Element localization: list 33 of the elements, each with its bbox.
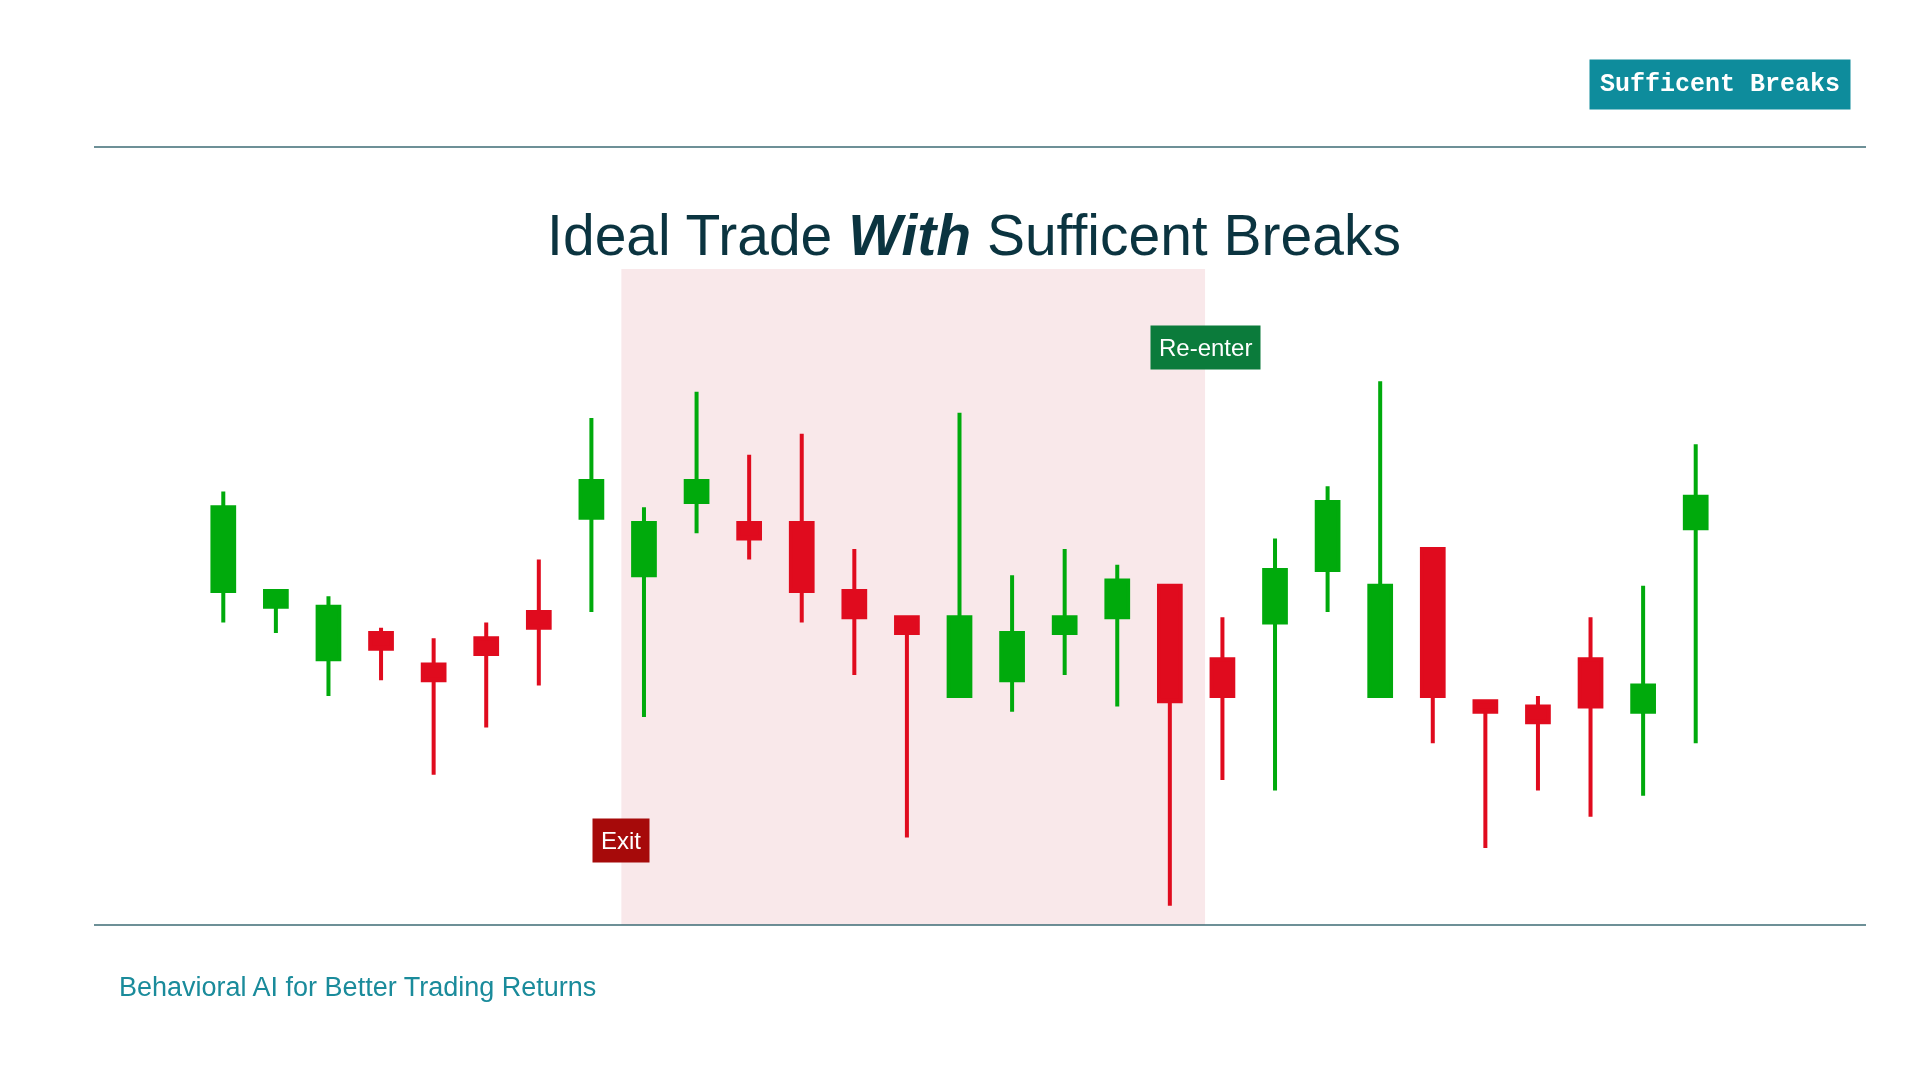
candlestick xyxy=(1262,538,1288,791)
candlestick xyxy=(631,507,657,717)
candlestick xyxy=(736,454,763,560)
candlestick xyxy=(525,559,552,686)
candlestick xyxy=(1051,549,1078,675)
candlestick xyxy=(1525,695,1551,791)
candlestick xyxy=(841,549,868,675)
candlestick xyxy=(1419,547,1446,744)
candlestick xyxy=(946,412,973,698)
candlestick xyxy=(1577,617,1604,817)
candlestick xyxy=(683,391,710,534)
candlestick xyxy=(1682,444,1709,744)
candlestick xyxy=(1314,486,1341,613)
candlestick xyxy=(210,491,237,623)
candlestick xyxy=(1104,564,1131,707)
annotation: Exit xyxy=(601,827,642,854)
candlestick xyxy=(368,627,394,681)
candlestick xyxy=(1630,585,1656,796)
candlestick xyxy=(263,589,289,634)
candlestick xyxy=(999,575,1025,712)
candlestick xyxy=(578,417,605,613)
text: Re-enter xyxy=(1159,334,1253,361)
chart-title: Ideal Trade With Sufficent Breaks xyxy=(547,202,1401,267)
candlestick xyxy=(894,615,920,838)
candlestick xyxy=(1472,699,1499,849)
candlestick xyxy=(788,433,815,623)
candlestick xyxy=(315,596,342,696)
text: Sufficent Breaks xyxy=(1600,70,1841,99)
text: Behavioral AI for Better Trading Returns xyxy=(119,972,597,1002)
candlestick xyxy=(1209,617,1236,780)
candlestick xyxy=(1367,381,1394,698)
candlestick xyxy=(473,622,500,728)
candlestick xyxy=(420,638,447,775)
